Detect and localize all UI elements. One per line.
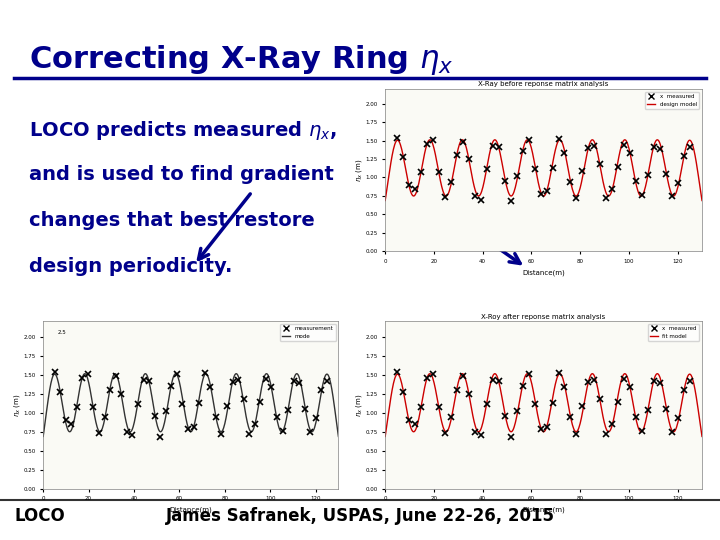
Legend: x  measured, design model: x measured, design model — [644, 92, 699, 109]
Text: James Safranek, USPAS, June 22-26, 2015: James Safranek, USPAS, June 22-26, 2015 — [166, 507, 554, 525]
Text: changes that best restore: changes that best restore — [29, 211, 315, 229]
Y-axis label: $\eta_x$ (m): $\eta_x$ (m) — [354, 393, 364, 417]
Text: LOCO: LOCO — [14, 507, 65, 525]
Text: LOCO predicts measured $\eta_x$,: LOCO predicts measured $\eta_x$, — [29, 119, 336, 142]
Legend: measurement, mode: measurement, mode — [279, 324, 336, 341]
Title: X-Roy after reponse matrix analysis: X-Roy after reponse matrix analysis — [482, 314, 606, 320]
X-axis label: Distance(m): Distance(m) — [169, 507, 212, 514]
Y-axis label: $\eta_x$ (m): $\eta_x$ (m) — [12, 393, 22, 417]
Text: 2.5: 2.5 — [58, 329, 67, 335]
Text: and is used to find gradient: and is used to find gradient — [29, 165, 333, 184]
X-axis label: Distance(m): Distance(m) — [522, 269, 565, 276]
Text: design periodicity.: design periodicity. — [29, 256, 232, 275]
Title: X-Ray before reponse matrix analysis: X-Ray before reponse matrix analysis — [478, 82, 609, 87]
Legend: x  measured, fit model: x measured, fit model — [647, 324, 699, 341]
Y-axis label: $\eta_x$ (m): $\eta_x$ (m) — [354, 158, 364, 182]
X-axis label: Distance(m): Distance(m) — [522, 507, 565, 514]
Text: Correcting X-Ray Ring $\eta_x$: Correcting X-Ray Ring $\eta_x$ — [29, 43, 453, 77]
